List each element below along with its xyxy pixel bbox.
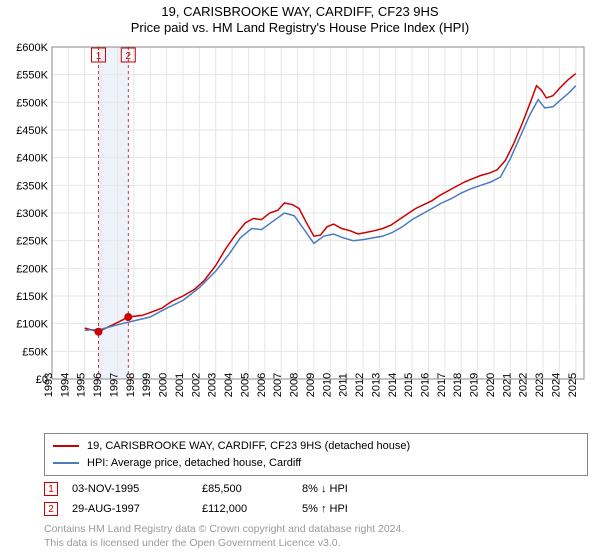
footer: Contains HM Land Registry data © Crown c… <box>44 522 588 550</box>
svg-text:2024: 2024 <box>550 373 562 397</box>
transaction-date: 29-AUG-1997 <box>72 503 202 515</box>
svg-text:2000: 2000 <box>158 373 170 397</box>
legend-swatch <box>53 462 79 464</box>
svg-text:1994: 1994 <box>59 373 71 397</box>
svg-text:1997: 1997 <box>108 373 120 397</box>
svg-text:2003: 2003 <box>207 373 219 397</box>
svg-text:2022: 2022 <box>518 373 530 397</box>
svg-text:£500K: £500K <box>16 97 48 109</box>
sale-dot-2 <box>124 313 132 321</box>
svg-text:2005: 2005 <box>239 373 251 397</box>
transaction-hpi: 5% ↑ HPI <box>302 503 348 515</box>
svg-text:2011: 2011 <box>338 373 350 397</box>
svg-text:2018: 2018 <box>452 373 464 397</box>
transaction-hpi: 8% ↓ HPI <box>302 483 348 495</box>
svg-text:2019: 2019 <box>469 373 481 397</box>
chart-svg: £0£50K£100K£150K£200K£250K£300K£350K£400… <box>8 41 592 429</box>
transaction-marker: 1 <box>44 482 58 496</box>
transaction-row: 2 29-AUG-1997£112,0005% ↑ HPI <box>44 502 588 516</box>
svg-text:2002: 2002 <box>190 373 202 397</box>
svg-text:2015: 2015 <box>403 373 415 397</box>
svg-text:1: 1 <box>96 51 102 62</box>
svg-text:2: 2 <box>125 51 131 62</box>
transaction-marker: 2 <box>44 502 58 516</box>
transaction-row: 1 03-NOV-1995£85,5008% ↓ HPI <box>44 482 588 496</box>
svg-text:£600K: £600K <box>16 42 48 54</box>
svg-text:1999: 1999 <box>141 373 153 397</box>
svg-text:2016: 2016 <box>419 373 431 397</box>
svg-text:2023: 2023 <box>534 373 546 397</box>
svg-text:1993: 1993 <box>43 373 55 397</box>
svg-text:2020: 2020 <box>485 373 497 397</box>
transaction-price: £85,500 <box>202 483 302 495</box>
legend-swatch <box>53 445 79 447</box>
svg-text:2025: 2025 <box>567 373 579 397</box>
svg-text:2014: 2014 <box>387 373 399 397</box>
svg-text:2007: 2007 <box>272 373 284 397</box>
svg-text:£50K: £50K <box>22 346 48 358</box>
svg-text:1998: 1998 <box>125 373 137 397</box>
page-subtitle: Price paid vs. HM Land Registry's House … <box>0 20 600 35</box>
svg-text:£450K: £450K <box>16 125 48 137</box>
svg-text:2010: 2010 <box>321 373 333 397</box>
svg-text:£400K: £400K <box>16 153 48 165</box>
sale-dot-1 <box>94 328 102 336</box>
svg-text:1995: 1995 <box>76 373 88 397</box>
svg-text:£200K: £200K <box>16 263 48 275</box>
svg-text:2017: 2017 <box>436 373 448 397</box>
svg-text:1996: 1996 <box>92 373 104 397</box>
transaction-price: £112,000 <box>202 503 302 515</box>
svg-text:2009: 2009 <box>305 373 317 397</box>
svg-text:2012: 2012 <box>354 373 366 397</box>
legend-label: HPI: Average price, detached house, Card… <box>87 455 301 472</box>
transaction-date: 03-NOV-1995 <box>72 483 202 495</box>
svg-text:2006: 2006 <box>256 373 268 397</box>
legend-item: 19, CARISBROOKE WAY, CARDIFF, CF23 9HS (… <box>53 438 579 455</box>
svg-text:£350K: £350K <box>16 180 48 192</box>
svg-text:2021: 2021 <box>501 373 513 397</box>
transactions: 1 03-NOV-1995£85,5008% ↓ HPI 2 29-AUG-1997£… <box>44 482 588 516</box>
legend-label: 19, CARISBROOKE WAY, CARDIFF, CF23 9HS (… <box>87 438 410 455</box>
footer-line-1: Contains HM Land Registry data © Crown c… <box>44 522 588 536</box>
page-title: 19, CARISBROOKE WAY, CARDIFF, CF23 9HS <box>0 4 600 19</box>
price-chart: £0£50K£100K£150K£200K£250K£300K£350K£400… <box>8 41 592 429</box>
footer-line-2: This data is licensed under the Open Gov… <box>44 536 588 550</box>
svg-text:2013: 2013 <box>370 373 382 397</box>
svg-text:2004: 2004 <box>223 373 235 397</box>
legend-item: HPI: Average price, detached house, Card… <box>53 455 579 472</box>
svg-text:£300K: £300K <box>16 208 48 220</box>
svg-text:2001: 2001 <box>174 373 186 397</box>
svg-text:2008: 2008 <box>289 373 301 397</box>
svg-text:£150K: £150K <box>16 291 48 303</box>
svg-text:£550K: £550K <box>16 70 48 82</box>
svg-text:£100K: £100K <box>16 319 48 331</box>
svg-text:£250K: £250K <box>16 236 48 248</box>
legend: 19, CARISBROOKE WAY, CARDIFF, CF23 9HS (… <box>44 433 588 476</box>
